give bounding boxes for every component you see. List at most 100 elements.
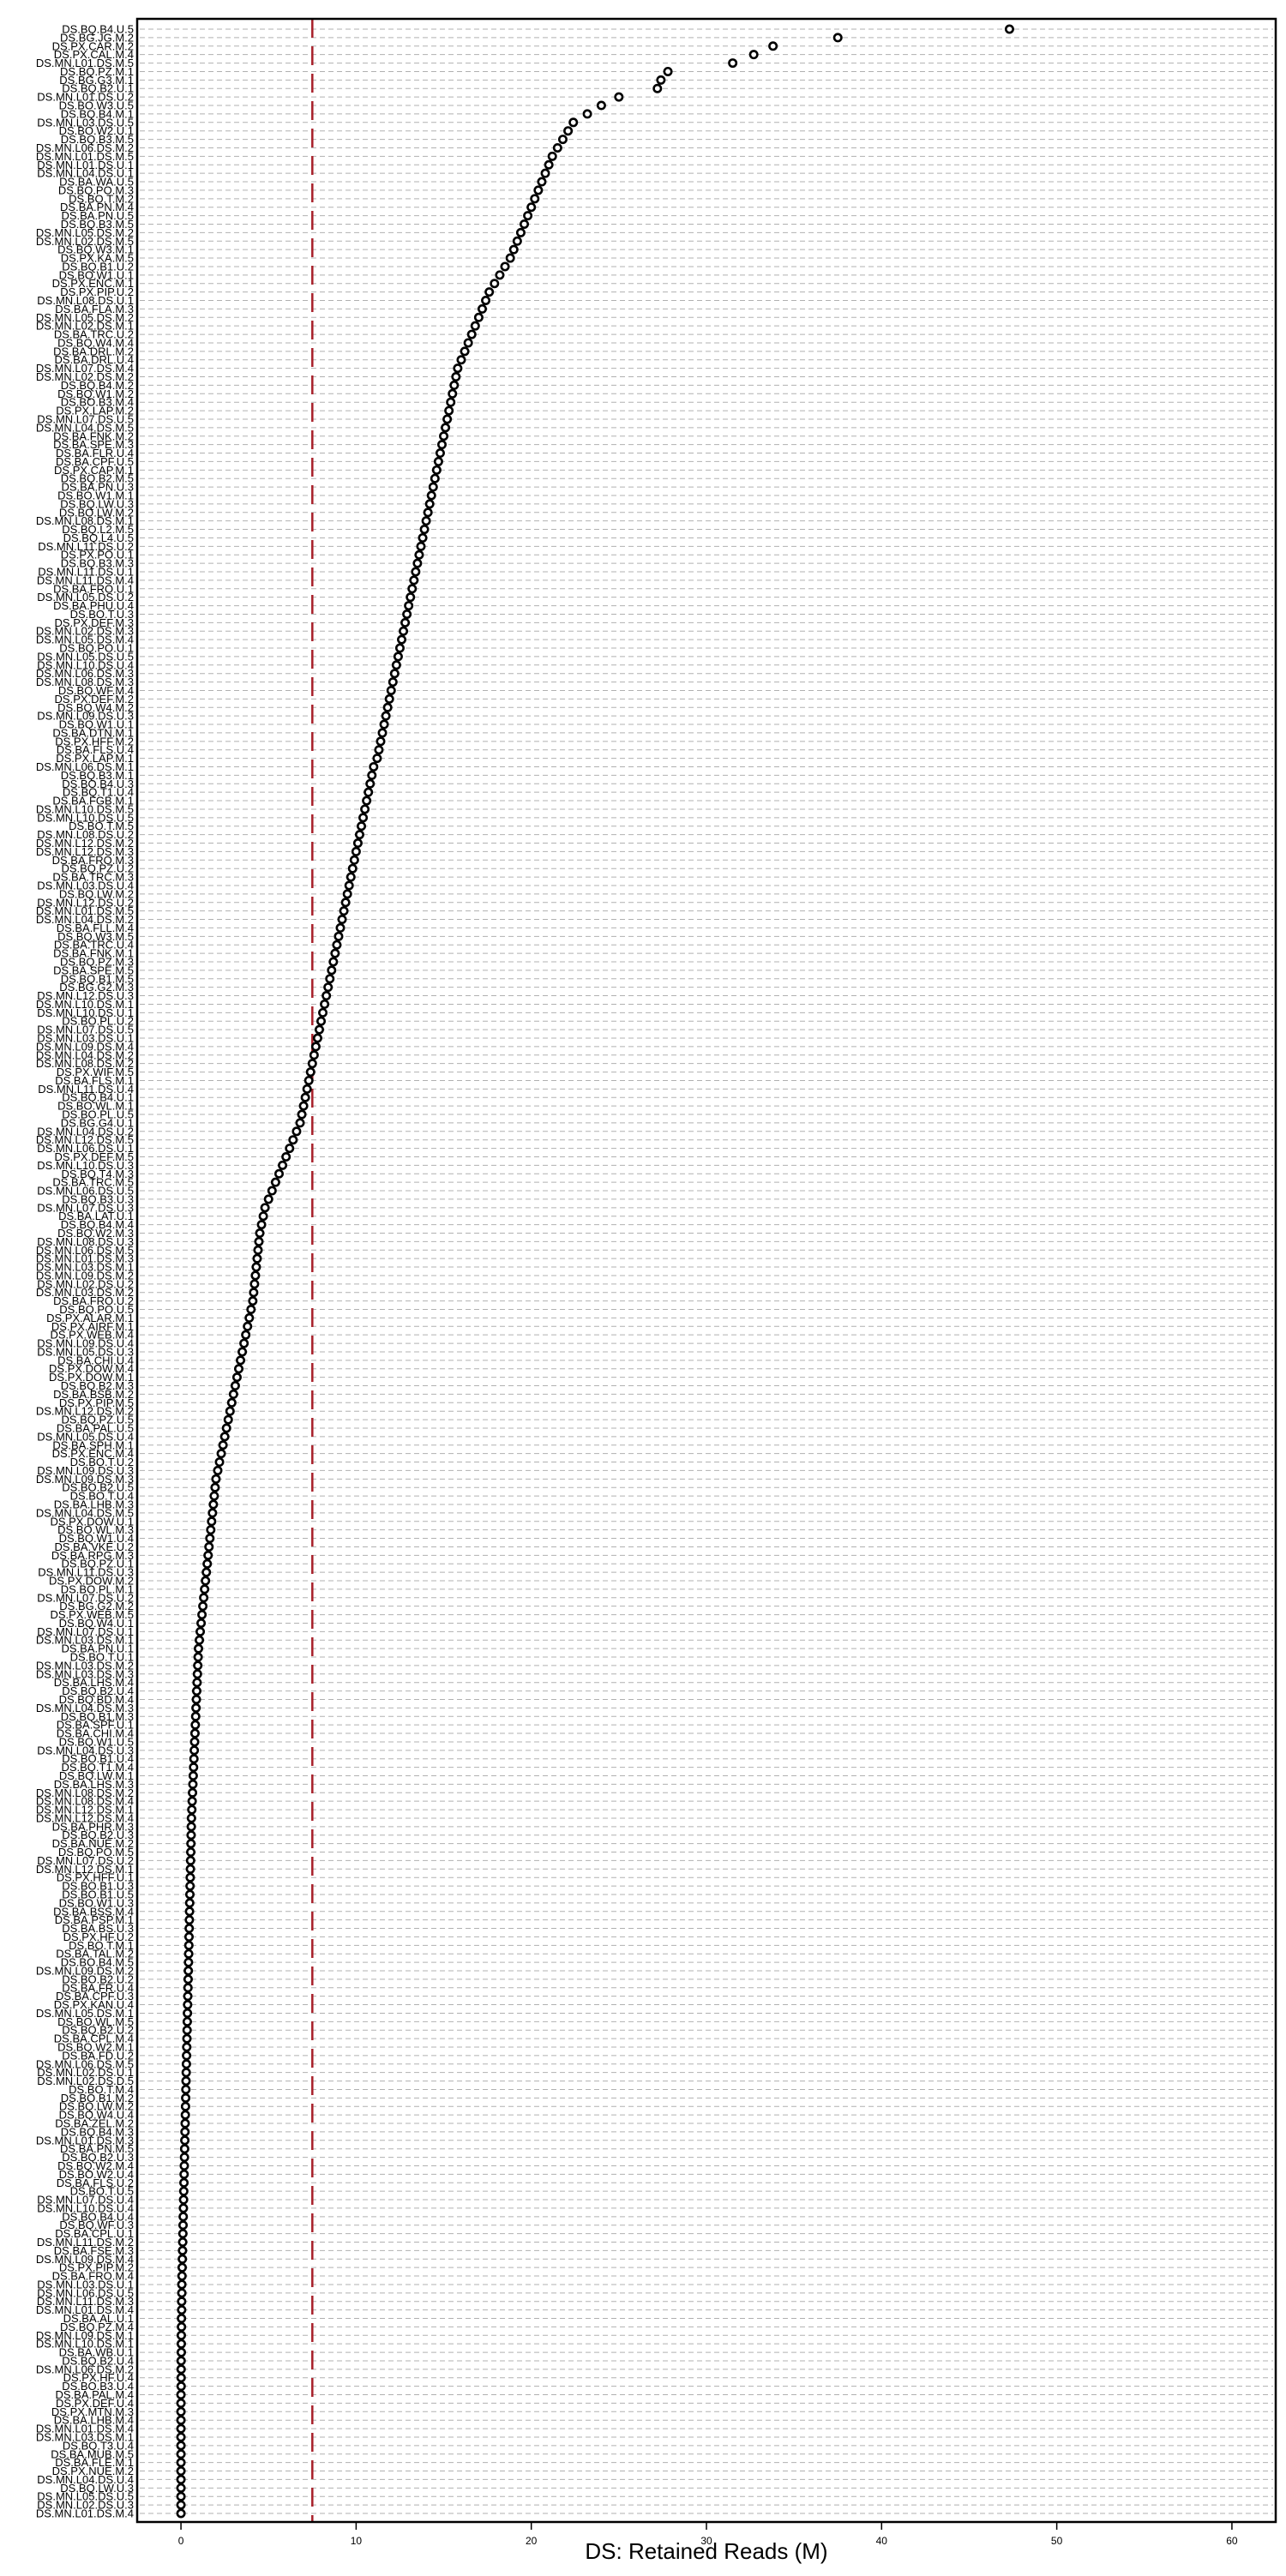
data-point (183, 1949, 194, 1959)
data-point (332, 940, 342, 950)
data-point (177, 2271, 187, 2281)
x-axis-ticks: 0 10 20 30 40 50 60 (178, 2522, 1238, 2547)
data-point (768, 41, 778, 51)
data-point (176, 2373, 186, 2383)
data-point (330, 948, 340, 958)
row-label: DS.BO.PL.U.2 (62, 1015, 134, 1028)
data-point (191, 1702, 201, 1713)
data-point (426, 490, 436, 501)
row-label: DS.MN.L07.DS.U.5 (37, 1024, 134, 1036)
data-point (430, 473, 440, 483)
row-label: DS.MN.L05.DS.M.1 (36, 2007, 134, 2020)
row-label: DS.BQ.W2.M.3 (57, 1227, 134, 1240)
data-point (177, 2245, 188, 2255)
data-point (180, 2135, 190, 2146)
row-label: DS.BQ.PZ.M.1 (60, 65, 134, 78)
data-point (181, 2076, 191, 2087)
data-point (189, 1728, 200, 1738)
data-point (177, 2229, 188, 2239)
row-label: DS.BQ.PZ.U.1 (61, 1558, 134, 1570)
data-point (414, 549, 424, 560)
data-point (358, 813, 369, 823)
row-label: DS.BA.FGB.M.1 (52, 795, 134, 808)
data-point (273, 1168, 284, 1179)
data-point (192, 1669, 202, 1679)
data-point (349, 855, 359, 865)
row-label: DS.MN.L09.DS.M.3 (36, 1473, 134, 1486)
data-point (1004, 24, 1014, 34)
row-label: DS.BA.FNK.M.2 (53, 429, 134, 442)
row-label: DS.MN.L04.DS.M.3 (36, 1702, 134, 1714)
data-point (254, 1236, 264, 1246)
row-label: DS.MN.L04.DS.U.1 (37, 167, 134, 180)
data-point (270, 1177, 280, 1187)
row-label: DS.PX.ENC.M.1 (52, 277, 134, 290)
row-label: DS.BA.BS.U.3 (62, 1922, 134, 1935)
data-point (374, 745, 384, 755)
row-label: DS.MN.L02.DS.D.5 (37, 2075, 134, 2087)
row-label: DS.MN.L04.DS.M.5 (36, 1506, 134, 1519)
row-label: DS.BA.CPL.M.4 (54, 2033, 134, 2045)
data-point (183, 2000, 193, 2010)
row-label: DS.MN.L03.DS.M.1 (36, 1261, 134, 1274)
row-label: DS.BQ.PO.M.3 (58, 183, 134, 196)
row-label: DS.BA.CHI.M.4 (57, 1727, 134, 1740)
data-point (369, 761, 379, 772)
row-label: DS.BA.FD.U.2 (62, 2049, 134, 2062)
row-label: DS.BQ.PZ.U.5 (61, 1414, 134, 1426)
data-point (177, 2288, 187, 2298)
row-label: DS.BA.SPF.U.1 (57, 1719, 134, 1732)
data-point (211, 1474, 221, 1484)
row-label: DS.MN.L07.DS.U.2 (37, 1854, 134, 1867)
row-label: DS.MN.L02.DS.U.2 (37, 1277, 134, 1290)
row-label: DS.MN.L11.DS.U.3 (38, 1566, 134, 1579)
row-label: DS.BQ.B3.M.5 (61, 218, 134, 231)
data-point (176, 2390, 186, 2400)
row-label: DS.MN.L10.DS.U.4 (37, 2201, 134, 2214)
row-label: DS.BA.PN.U.3 (61, 481, 134, 494)
data-point (428, 482, 438, 492)
data-point (213, 1465, 223, 1475)
data-point (362, 796, 372, 806)
row-label: DS.MN.L01.DS.M.5 (36, 904, 134, 917)
data-point (297, 1109, 307, 1120)
data-point (305, 1067, 315, 1078)
row-label: DS.MN.L10.DS.U.5 (37, 811, 134, 824)
row-label: DS.BA.SPH.M.1 (52, 1438, 134, 1451)
row-label: DS.MN.L03.DS.M.2 (36, 1659, 134, 1672)
row-label: DS.BO.B4.U.3 (62, 778, 134, 790)
data-point (258, 1211, 268, 1222)
row-label: DS.BA.NUE.M.2 (52, 1837, 134, 1850)
row-label: DS.BQ.W2.M.1 (57, 2041, 134, 2054)
data-point (189, 1754, 199, 1764)
row-label: DS.PX.DEF.M.3 (55, 616, 134, 629)
data-point (728, 58, 738, 69)
data-point (416, 541, 426, 551)
data-point (484, 287, 495, 297)
data-point (263, 1194, 273, 1204)
row-label: DS.BQ.L2.M.5 (62, 523, 134, 536)
row-label: DS.BG.G2.M.3 (59, 981, 134, 994)
x-tick-label: 0 (178, 2535, 184, 2547)
data-point (183, 1966, 194, 1976)
data-point (202, 1558, 213, 1569)
row-label: DS.BQ.W1.U.5 (59, 1735, 134, 1748)
data-point (582, 109, 592, 119)
row-label: DS.BQ.B3.M.5 (61, 133, 134, 146)
data-point (439, 431, 449, 441)
data-point (320, 999, 330, 1009)
row-label: DS.MN.L10.DS.U.4 (37, 658, 134, 671)
data-point (663, 66, 673, 76)
data-point (179, 2169, 189, 2179)
data-point (177, 2279, 187, 2290)
row-label: DS.PX.DOW.M.2 (49, 1575, 134, 1588)
data-point (418, 532, 428, 543)
row-label: DS.BO.T.U.5 (70, 2185, 134, 2198)
data-point (340, 898, 351, 908)
row-label: DS.BQ.B2.U.4 (62, 2354, 134, 2367)
row-label: DS.BO.B1.U.4 (62, 1752, 134, 1765)
row-label: DS.BA.TRC.U.2 (54, 328, 134, 341)
data-point (365, 778, 376, 789)
data-point (188, 1771, 198, 1781)
